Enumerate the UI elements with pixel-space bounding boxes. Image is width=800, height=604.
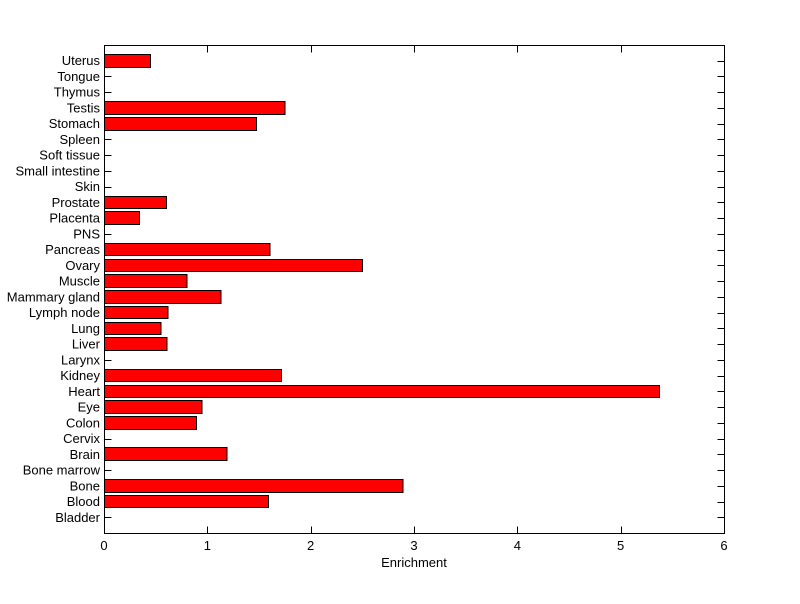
svg-text:Ovary: Ovary — [65, 258, 100, 273]
svg-text:Bone marrow: Bone marrow — [23, 463, 101, 478]
svg-text:Bone: Bone — [70, 478, 100, 493]
svg-text:Bladder: Bladder — [55, 510, 100, 525]
svg-text:1: 1 — [204, 538, 211, 553]
svg-text:Mammary gland: Mammary gland — [7, 289, 100, 304]
svg-text:Thymus: Thymus — [54, 85, 101, 100]
svg-text:Liver: Liver — [72, 337, 101, 352]
svg-text:Colon: Colon — [66, 415, 100, 430]
svg-text:4: 4 — [514, 538, 521, 553]
svg-text:Blood: Blood — [67, 494, 100, 509]
svg-text:Prostate: Prostate — [52, 195, 100, 210]
svg-text:Larynx: Larynx — [61, 352, 101, 367]
svg-text:Placenta: Placenta — [49, 211, 100, 226]
svg-text:Brain: Brain — [70, 447, 100, 462]
svg-text:Soft tissue: Soft tissue — [39, 148, 100, 163]
svg-text:Kidney: Kidney — [60, 368, 100, 383]
svg-text:Pancreas: Pancreas — [45, 242, 100, 257]
svg-text:6: 6 — [720, 538, 727, 553]
svg-text:Lymph node: Lymph node — [29, 305, 100, 320]
svg-text:Testis: Testis — [67, 100, 101, 115]
svg-text:Stomach: Stomach — [49, 116, 100, 131]
svg-text:Cervix: Cervix — [63, 431, 100, 446]
svg-text:Small intestine: Small intestine — [15, 163, 100, 178]
svg-text:Enrichment: Enrichment — [381, 555, 447, 570]
svg-text:Eye: Eye — [78, 400, 100, 415]
svg-text:5: 5 — [617, 538, 624, 553]
svg-text:Tongue: Tongue — [57, 69, 100, 84]
svg-text:3: 3 — [410, 538, 417, 553]
svg-text:Lung: Lung — [71, 321, 100, 336]
svg-text:0: 0 — [100, 538, 107, 553]
svg-text:PNS: PNS — [73, 226, 100, 241]
svg-text:Heart: Heart — [68, 384, 100, 399]
svg-text:Spleen: Spleen — [60, 132, 100, 147]
svg-text:Skin: Skin — [75, 179, 100, 194]
svg-text:Uterus: Uterus — [62, 53, 101, 68]
svg-text:Muscle: Muscle — [59, 274, 100, 289]
svg-text:2: 2 — [307, 538, 314, 553]
